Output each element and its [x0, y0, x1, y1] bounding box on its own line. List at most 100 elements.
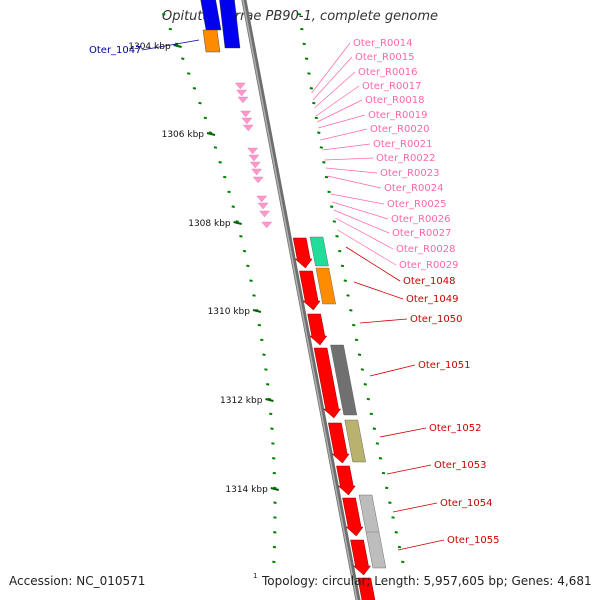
label-layer: 1304 kbp 1306 kbp 1308 kbp 1310 kbp 1312 kbp… — [89, 38, 500, 546]
cds-arrow — [336, 465, 356, 496]
ruler-major-tick — [173, 44, 182, 48]
accession-text: Accession: NC_010571 — [9, 574, 146, 588]
rna-gene-label: Oter_R0021 — [373, 139, 432, 150]
rna-gene-label: Oter_R0026 — [391, 214, 450, 225]
outer-scale-dot — [304, 57, 309, 60]
outer-scale-dot — [375, 442, 380, 445]
rna-leader-line — [335, 217, 394, 250]
cds-arrow — [328, 422, 350, 464]
cds-block — [219, 0, 241, 49]
cds-leader-line — [397, 539, 445, 551]
ruler-label: 1304 kbp — [128, 42, 171, 52]
outer-scale-dot — [352, 323, 356, 327]
backbone-layer — [241, 0, 361, 600]
rna-feature — [261, 221, 273, 229]
inner-scale-dot — [272, 545, 277, 549]
inner-scale-dot — [264, 368, 268, 371]
inner-scale-dot — [162, 13, 166, 16]
inner-scale-dot — [269, 412, 273, 416]
inner-scale-dot — [272, 560, 276, 564]
outer-scale-dot — [332, 220, 337, 223]
cds-leader-line — [353, 281, 404, 300]
rna-gene-label: Oter_R0017 — [362, 81, 421, 92]
rna-feature — [249, 161, 261, 169]
inner-scale-dot — [242, 249, 247, 253]
outer-scale-dot — [388, 501, 392, 504]
rna-leader-line — [320, 128, 368, 141]
cds-arrow — [357, 577, 376, 600]
rna-leader-line — [316, 99, 363, 123]
feature-layer — [200, 0, 387, 600]
cds-block — [202, 29, 221, 53]
cds-gene-label: Oter_1049 — [406, 294, 459, 305]
outer-scale-dot — [324, 175, 329, 179]
ruler-label: 1314 kbp — [225, 485, 268, 495]
footnote-mark: 1 — [253, 572, 258, 580]
outer-scale-dot — [360, 368, 365, 371]
outer-scale-dot — [307, 72, 311, 75]
cds-arrow — [350, 539, 371, 576]
rna-gene-label: Oter_R0028 — [396, 244, 455, 255]
outer-scale-dot — [397, 545, 402, 549]
cds-arrow — [299, 270, 321, 311]
tick-layer — [162, 13, 405, 564]
outer-scale-dot — [363, 383, 368, 386]
outer-scale-dot — [314, 116, 318, 120]
genome-stats-text: Topology: circular; Length: 5,957,605 bp… — [262, 574, 592, 588]
ruler-major-tick — [265, 398, 274, 402]
cog-block — [330, 344, 358, 416]
rna-leader-line — [337, 229, 397, 266]
outer-scale-dot — [354, 338, 359, 342]
rna-feature — [234, 82, 246, 90]
inner-scale-dot — [218, 161, 222, 164]
rna-gene-label: Oter_R0029 — [399, 260, 458, 271]
inner-scale-dot — [203, 116, 208, 120]
highlight-leader-line — [141, 39, 200, 51]
outer-scale-dot — [300, 27, 304, 31]
outer-scale-dot — [319, 146, 324, 149]
inner-scale-dot — [273, 486, 277, 490]
rna-feature — [247, 147, 259, 155]
rna-leader-line — [314, 71, 356, 109]
cds-gene-label: Oter_1055 — [447, 535, 500, 546]
outer-scale-dot — [391, 516, 395, 519]
inner-scale-dot — [198, 101, 202, 105]
outer-scale-dot — [343, 279, 347, 282]
rna-leader-line — [325, 167, 378, 174]
cds-leader-line — [345, 246, 401, 282]
outer-scale-dot — [327, 190, 331, 194]
rna-feature — [236, 89, 248, 97]
outer-scale-dot — [322, 161, 326, 164]
cds-block — [200, 0, 222, 31]
rna-gene-label: Oter_R0018 — [365, 95, 424, 106]
inner-scale-dot — [260, 338, 264, 342]
cds-gene-label: Oter_1048 — [403, 276, 456, 287]
rna-gene-label: Oter_R0024 — [384, 183, 443, 194]
ruler-major-tick — [233, 221, 242, 225]
rna-gene-label: Oter_R0027 — [392, 228, 451, 239]
ruler-label: 1308 kbp — [188, 219, 231, 229]
outer-scale-dot — [349, 309, 353, 312]
ruler-label: 1310 kbp — [208, 307, 251, 317]
cog-block — [344, 419, 366, 463]
rna-feature — [259, 210, 271, 218]
inner-scale-dot — [257, 323, 262, 327]
rna-leader-line — [327, 175, 382, 189]
inner-scale-dot — [231, 205, 235, 208]
outer-scale-dot — [401, 560, 405, 564]
inner-scale-dot — [187, 72, 191, 75]
cds-gene-label: Oter_1052 — [429, 423, 482, 434]
inner-scale-dot — [266, 383, 270, 386]
rna-leader-line — [318, 114, 366, 129]
outer-scale-dot — [394, 531, 398, 534]
outer-scale-dot — [329, 205, 334, 208]
inner-scale-dot — [252, 294, 256, 297]
outer-scale-dot — [369, 412, 374, 416]
inner-scale-dot — [235, 220, 239, 223]
rna-feature — [240, 110, 252, 118]
rna-leader-line — [312, 56, 353, 101]
inner-scale-dot — [168, 27, 173, 31]
rna-feature — [257, 202, 269, 210]
